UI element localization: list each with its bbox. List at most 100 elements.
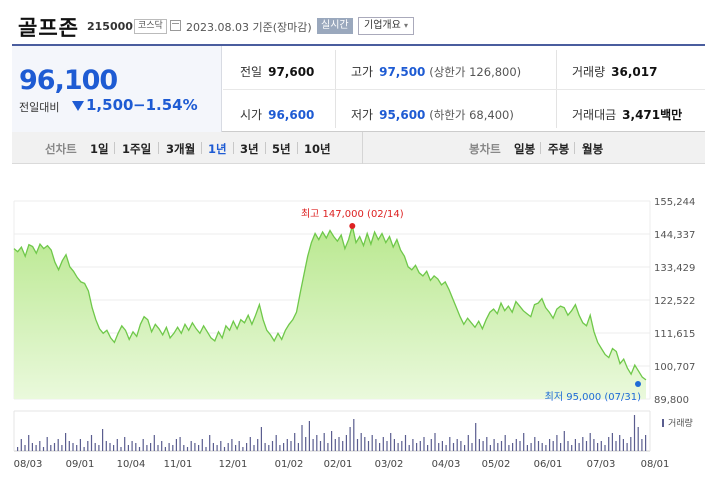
volume-bar	[549, 439, 551, 451]
volume-bar	[331, 431, 333, 451]
volume-bar	[630, 437, 632, 451]
volume-bar	[412, 439, 414, 451]
company-overview-button[interactable]: 기업개요 ▾	[358, 17, 415, 35]
volume-bar	[72, 443, 74, 451]
volume-bar	[183, 445, 185, 451]
volume-bar	[342, 441, 344, 451]
period-1d[interactable]: 1일	[90, 142, 109, 156]
period-5y[interactable]: 5년	[272, 142, 291, 156]
volume-bar	[319, 441, 322, 451]
volume-bar	[353, 419, 355, 451]
calendar-icon	[170, 20, 181, 31]
market-badge: 코스닥	[134, 19, 167, 34]
volume-bar	[20, 439, 22, 451]
volume-bar	[585, 441, 588, 451]
quote-info-table: 전일 97,600 고가 97,500 (상한가 126,800) 거래량 36,01…	[223, 46, 705, 132]
amount-cell: 거래대금 3,471백만	[572, 106, 682, 123]
volume-bar	[253, 445, 255, 451]
change-label: 전일대비	[19, 101, 60, 114]
volume-bar	[242, 447, 244, 451]
divider	[223, 89, 705, 90]
volume-bar	[297, 443, 299, 451]
amount-unit: 백만	[660, 108, 683, 122]
volume-bar	[231, 439, 233, 451]
current-price: 96,100	[19, 65, 118, 96]
volume-bar	[626, 443, 628, 451]
volume-bar	[294, 433, 296, 451]
divider	[265, 142, 266, 154]
y-tick-label: 144,337	[654, 230, 695, 241]
candle-monthly[interactable]: 월봉	[582, 142, 604, 156]
candle-weekly[interactable]: 주봉	[548, 142, 570, 156]
volume-bar	[578, 443, 580, 451]
volume-bar	[127, 445, 129, 451]
quote-summary: 96,100 전일대비 1,500 −1.54% 전일 97,600 고가 97,5…	[12, 44, 705, 132]
volume-bar	[312, 439, 314, 451]
volume-bar	[186, 447, 189, 451]
volume-bar	[556, 435, 558, 451]
low-label: 저가	[351, 108, 374, 122]
realtime-button[interactable]: 실시간	[317, 18, 353, 34]
candle-daily[interactable]: 일봉	[514, 142, 536, 156]
volume-bar	[482, 441, 484, 451]
period-10y[interactable]: 10년	[304, 142, 331, 156]
volume-bar	[404, 435, 407, 451]
candle-chart-label: 봉차트	[469, 142, 501, 156]
volume-bar	[604, 445, 606, 451]
volume-bar	[157, 445, 159, 451]
stock-name: 골프존	[18, 16, 79, 40]
volume-bar	[246, 443, 248, 451]
open-value: 96,600	[268, 108, 315, 122]
volume-bar	[83, 447, 85, 451]
volume-bar	[28, 435, 30, 451]
x-tick-label: 02/01	[324, 459, 353, 470]
volume-bar	[478, 439, 480, 451]
volume-bar	[76, 445, 78, 451]
volume-bar	[552, 441, 554, 451]
x-tick-label: 08/03	[14, 459, 43, 470]
volume-bar	[179, 437, 181, 451]
period-1y[interactable]: 1년	[208, 142, 227, 156]
volume-bar	[172, 445, 174, 451]
upper-limit: (상한가 126,800)	[429, 65, 522, 79]
volume-bar	[102, 429, 104, 451]
period-1w[interactable]: 1주일	[122, 142, 152, 156]
volume-bar	[142, 439, 144, 451]
volume-bar	[645, 435, 647, 451]
price-panel: 96,100 전일대비 1,500 −1.54%	[12, 46, 222, 132]
volume-bar	[360, 433, 362, 451]
volume-bar	[541, 443, 543, 451]
volume-bar	[464, 445, 466, 451]
volume-bar	[31, 443, 33, 451]
price-area	[14, 225, 646, 399]
prev-close-value: 97,600	[268, 65, 315, 79]
volume-bar	[198, 445, 200, 451]
volume-bar	[419, 441, 421, 451]
volume-bar	[105, 441, 107, 451]
volume-bar	[512, 443, 514, 451]
volume-bar	[131, 441, 133, 451]
volume-bar	[449, 437, 451, 451]
period-3m[interactable]: 3개월	[166, 142, 196, 156]
volume-bar	[124, 437, 126, 451]
volume-bar	[622, 439, 624, 451]
volume-bar	[153, 435, 155, 451]
volume-bar	[367, 441, 370, 451]
volume-bar	[382, 437, 384, 451]
volume-bar	[194, 443, 196, 451]
volume-bar	[205, 447, 207, 451]
quote-date: 2023.08.03 기준(장마감)	[186, 21, 312, 34]
volume-bar	[113, 445, 115, 451]
volume-bar	[637, 427, 639, 451]
volume-bar	[537, 441, 540, 451]
volume-bar	[371, 435, 373, 451]
volume-bar	[150, 443, 152, 451]
open-cell: 시가 96,600	[240, 106, 314, 123]
change-value: 1,500	[72, 96, 133, 114]
change-percent: −1.54%	[133, 96, 198, 114]
volume-bar	[397, 443, 399, 451]
volume-bar	[175, 439, 177, 451]
volume-bar	[441, 441, 443, 451]
period-3y[interactable]: 3년	[240, 142, 259, 156]
x-tick-label: 09/01	[66, 459, 95, 470]
